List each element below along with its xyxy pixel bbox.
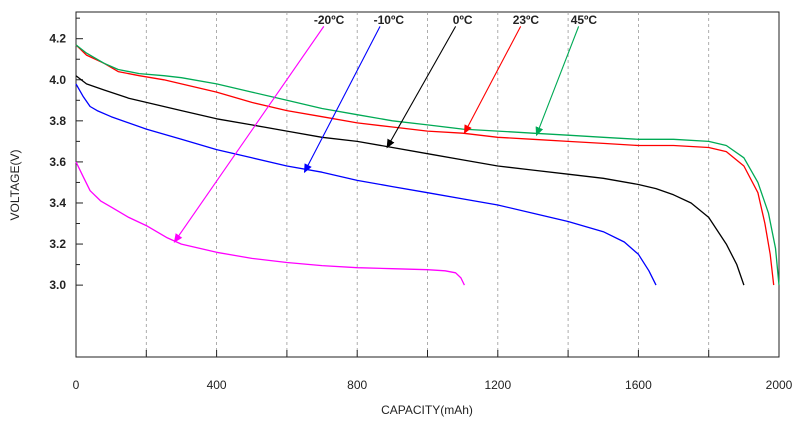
series-arrow-0 bbox=[173, 26, 325, 243]
series-label-1: -10ºC bbox=[374, 13, 405, 27]
x-tick-label: 400 bbox=[207, 378, 227, 392]
y-tick-label: 3.6 bbox=[49, 155, 66, 169]
x-axis-title: CAPACITY(mAh) bbox=[381, 403, 473, 417]
series-line-3 bbox=[75, 44, 775, 286]
y-tick-label: 3.0 bbox=[49, 278, 66, 292]
series-label-2: 0ºC bbox=[453, 13, 473, 27]
series-line-0 bbox=[75, 161, 465, 286]
plot-frame bbox=[75, 11, 780, 358]
series-line-4 bbox=[75, 44, 780, 286]
y-tick-label: 3.8 bbox=[49, 114, 66, 128]
x-tick-label: 1600 bbox=[625, 378, 652, 392]
series-arrow-3 bbox=[463, 26, 522, 135]
y-tick-label: 4.2 bbox=[49, 32, 66, 46]
series-label-0: -20ºC bbox=[314, 13, 345, 27]
series-arrow-4 bbox=[535, 26, 580, 137]
series-arrow-1 bbox=[303, 26, 381, 174]
y-tick-label: 4.0 bbox=[49, 73, 66, 87]
x-tick-label: 2000 bbox=[766, 378, 793, 392]
x-tick-label: 800 bbox=[347, 378, 367, 392]
y-tick-label: 3.2 bbox=[49, 237, 66, 251]
series-line-1 bbox=[75, 83, 657, 286]
series-group bbox=[75, 44, 780, 286]
x-tick-label: 0 bbox=[73, 378, 80, 392]
series-arrow-2 bbox=[386, 26, 457, 149]
series-label-3: 23ºC bbox=[513, 13, 540, 27]
y-tick-label: 3.4 bbox=[49, 196, 66, 210]
x-tick-label: 1200 bbox=[484, 378, 511, 392]
y-axis-title: VOLTAGE(V) bbox=[8, 150, 22, 221]
series-label-4: 45ºC bbox=[571, 13, 598, 27]
series-line-2 bbox=[75, 75, 745, 286]
labels-group: 0 400 800 1200 1600 2000 3.0 3.2 3.4 3.6 3.8 4.0 4.2… bbox=[49, 13, 792, 392]
